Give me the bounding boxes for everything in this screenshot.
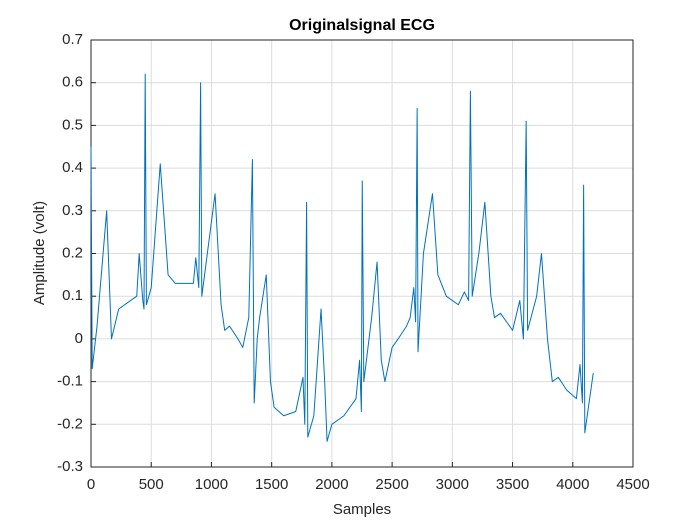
x-tick-label: 500 [139,476,164,493]
x-tick-label: 3500 [496,476,529,493]
plot-frame [90,39,634,468]
y-tick-label: 0.6 [62,74,83,91]
y-tick-label: 0.5 [62,116,83,133]
y-tick-label: 0 [75,330,83,347]
y-tick-label: 0.1 [62,287,83,304]
y-tick-label: -0.3 [57,458,83,475]
x-tick-label: 1500 [255,476,288,493]
x-tick-label: 2500 [375,476,408,493]
x-axis-label: Samples [333,501,391,518]
x-tick-label: 4000 [556,476,589,493]
y-tick-label: -0.2 [57,415,83,432]
y-tick-label: 0.4 [62,159,83,176]
y-tick-label: -0.1 [57,373,83,390]
signal-line [90,73,594,442]
x-tick-label: 1000 [195,476,228,493]
chart-title: Originalsignal ECG [289,17,435,34]
y-tick-label: 0.7 [62,31,83,48]
y-axis-label: Amplitude (volt) [31,201,48,305]
x-tick-label: 0 [87,476,95,493]
x-tick-label: 4500 [616,476,649,493]
y-tick-label: 0.2 [62,244,83,261]
y-tick-label: 0.3 [62,202,83,219]
x-tick-label: 2000 [315,476,348,493]
x-tick-label: 3000 [436,476,469,493]
